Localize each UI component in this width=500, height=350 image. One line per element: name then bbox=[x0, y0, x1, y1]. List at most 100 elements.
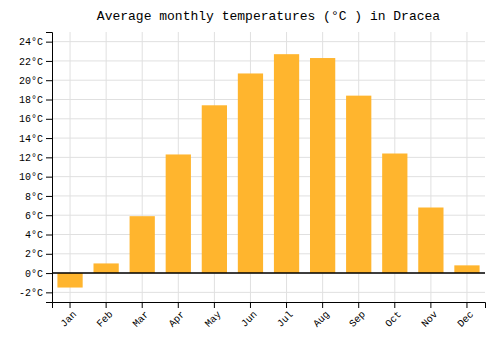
bar bbox=[382, 154, 407, 274]
title: Average monthly temperatures (°C ) in Dr… bbox=[97, 9, 440, 24]
x-axis-line bbox=[53, 303, 486, 309]
chart: -2°C0°C2°C4°C6°C8°C10°C12°C14°C16°C18°C2… bbox=[0, 0, 500, 350]
y-tick: 12°C bbox=[19, 153, 52, 164]
grid-line-y bbox=[52, 176, 485, 177]
y-tick-mark bbox=[46, 157, 52, 158]
x-tick: Nov bbox=[420, 302, 441, 330]
y-tick: 0°C bbox=[25, 269, 52, 280]
y-tick-label: 14°C bbox=[19, 134, 43, 145]
y-tick: 4°C bbox=[25, 230, 52, 241]
bar bbox=[418, 208, 443, 274]
grid bbox=[52, 32, 485, 302]
x-tick-label: Sep bbox=[347, 309, 368, 330]
grid-line-y bbox=[52, 195, 485, 196]
y-tick: 24°C bbox=[19, 37, 52, 48]
y-tick-mark bbox=[46, 80, 52, 81]
y-tick-mark bbox=[46, 254, 52, 255]
grid-line-y bbox=[52, 292, 485, 293]
x-tick-label: Dec bbox=[456, 309, 477, 330]
grid-line-y bbox=[52, 41, 485, 42]
grid-line-x bbox=[106, 32, 107, 302]
zero-line bbox=[52, 272, 485, 274]
x-tick-mark bbox=[214, 302, 215, 308]
x-tick-label: Apr bbox=[167, 309, 188, 330]
y-tick: -2°C bbox=[19, 288, 52, 299]
x-axis: Jan Feb Mar Apr May Jun Jul Aug Sep Oct Nov Dec bbox=[53, 302, 486, 330]
y-tick: 22°C bbox=[19, 57, 52, 68]
y-tick-label: 20°C bbox=[19, 76, 43, 87]
y-tick-label: 18°C bbox=[19, 95, 43, 106]
y-axis: -2°C0°C2°C4°C6°C8°C10°C12°C14°C16°C18°C2… bbox=[19, 33, 53, 303]
x-tick-label: Oct bbox=[383, 309, 404, 330]
x-tick-mark bbox=[322, 302, 323, 308]
grid-line-x bbox=[70, 32, 71, 302]
y-tick-label: 12°C bbox=[19, 153, 43, 164]
x-tick-label: Jul bbox=[275, 309, 296, 330]
grid-line-y bbox=[52, 273, 485, 274]
y-tick: 18°C bbox=[19, 95, 52, 106]
y-tick-mark bbox=[46, 42, 52, 43]
x-tick: Aug bbox=[311, 302, 332, 330]
y-tick-mark bbox=[46, 273, 52, 274]
grid-line-y bbox=[52, 60, 485, 61]
x-tick-label: Aug bbox=[311, 309, 332, 330]
y-tick-label: 24°C bbox=[19, 37, 43, 48]
x-tick-mark bbox=[430, 302, 431, 308]
y-tick-label: 22°C bbox=[19, 57, 43, 68]
x-tick: Dec bbox=[456, 302, 477, 330]
x-tick-label: May bbox=[203, 309, 224, 330]
y-tick-mark bbox=[46, 138, 52, 139]
y-tick-label: 4°C bbox=[25, 230, 43, 241]
x-tick-label: Jun bbox=[239, 309, 260, 330]
x-tick-mark bbox=[358, 302, 359, 308]
x-tick-label: Feb bbox=[95, 309, 116, 330]
bars bbox=[52, 54, 485, 287]
y-tick-mark bbox=[46, 292, 52, 293]
y-tick-label: 2°C bbox=[25, 249, 43, 260]
bar bbox=[166, 154, 191, 273]
x-tick-mark bbox=[70, 302, 71, 308]
y-tick-mark bbox=[46, 100, 52, 101]
y-tick-mark bbox=[46, 119, 52, 120]
y-tick: 2°C bbox=[25, 249, 52, 260]
y-tick-label: 8°C bbox=[25, 192, 43, 203]
x-tick-label: Mar bbox=[131, 309, 152, 330]
y-tick-label: 0°C bbox=[25, 269, 43, 280]
bar bbox=[130, 216, 155, 273]
x-tick: Jun bbox=[239, 302, 260, 330]
y-tick: 16°C bbox=[19, 114, 52, 125]
x-tick: Apr bbox=[167, 302, 188, 330]
bar bbox=[454, 265, 479, 273]
x-tick-mark bbox=[466, 302, 467, 308]
grid-line-y bbox=[52, 99, 485, 100]
bar bbox=[238, 73, 263, 273]
y-tick-label: 6°C bbox=[25, 211, 43, 222]
x-tick-mark bbox=[394, 302, 395, 308]
x-tick-mark bbox=[286, 302, 287, 308]
x-tick-mark bbox=[178, 302, 179, 308]
x-tick: Sep bbox=[347, 302, 368, 330]
bar bbox=[310, 58, 335, 273]
bar bbox=[346, 96, 371, 273]
bar bbox=[274, 54, 299, 273]
x-tick: Jan bbox=[59, 302, 80, 330]
y-tick: 14°C bbox=[19, 134, 52, 145]
y-tick: 6°C bbox=[25, 211, 52, 222]
y-tick-label: 16°C bbox=[19, 114, 43, 125]
bar bbox=[202, 105, 227, 273]
x-tick-mark bbox=[106, 302, 107, 308]
bar bbox=[57, 273, 82, 287]
x-tick: Jul bbox=[275, 302, 296, 330]
x-tick: Mar bbox=[131, 302, 152, 330]
x-tick-label: Nov bbox=[420, 309, 441, 330]
grid-line-y bbox=[52, 138, 485, 139]
grid-line-y bbox=[52, 80, 485, 81]
x-tick-label: Jan bbox=[59, 309, 80, 330]
y-tick-mark bbox=[46, 235, 52, 236]
y-tick-mark bbox=[46, 61, 52, 62]
x-tick-mark bbox=[250, 302, 251, 308]
y-tick-label: -2°C bbox=[19, 288, 43, 299]
y-tick: 20°C bbox=[19, 76, 52, 87]
y-tick-mark bbox=[46, 215, 52, 216]
bar bbox=[93, 263, 118, 273]
